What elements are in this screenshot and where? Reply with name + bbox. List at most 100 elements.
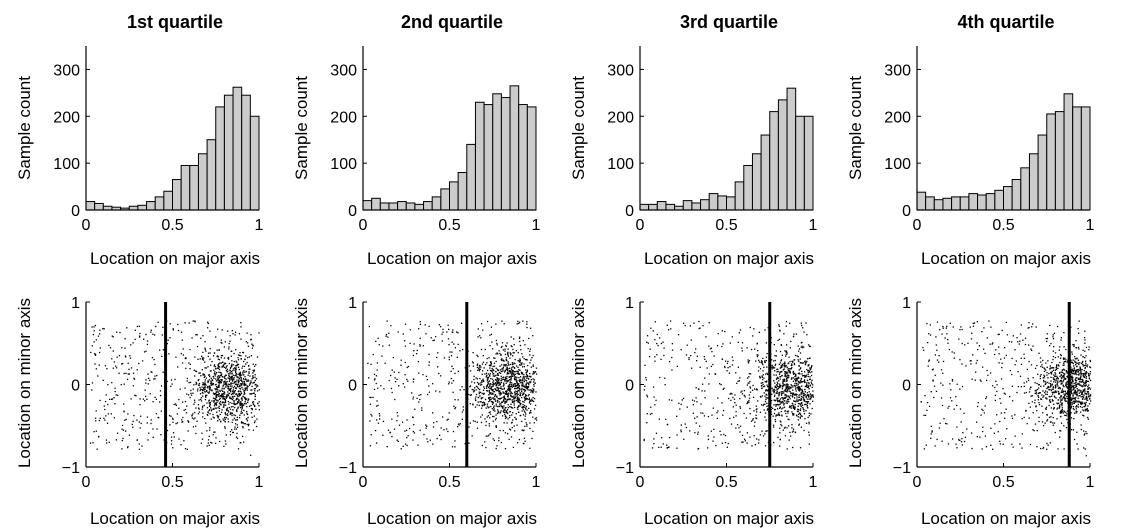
scatter-point: [481, 381, 483, 383]
scatter-point: [736, 382, 738, 385]
scatter-point: [1049, 368, 1051, 370]
scatter-point: [532, 364, 534, 366]
scatter-point: [779, 445, 781, 447]
scatter-point: [225, 434, 227, 436]
scatter-point: [220, 339, 223, 341]
scatter-point: [520, 380, 522, 382]
scatter-point: [1057, 367, 1059, 370]
scatter-point: [516, 398, 518, 400]
scatter-point: [774, 386, 776, 389]
scatter-point: [238, 354, 241, 357]
scatter-point: [741, 434, 744, 437]
scatter-point: [238, 381, 240, 383]
scatter-point: [227, 377, 229, 379]
scatter-point: [1062, 390, 1065, 392]
scatter-point: [933, 396, 935, 399]
scatter-point: [212, 413, 214, 416]
scatter-point: [652, 330, 654, 332]
scatter-point: [387, 429, 390, 431]
scatter-point: [228, 348, 230, 350]
scatter-point: [730, 392, 732, 395]
scatter-point: [469, 403, 471, 405]
scatter-point: [228, 375, 231, 378]
scatter-point: [1061, 408, 1063, 411]
scatter-point: [759, 434, 762, 436]
scatter-point: [1082, 365, 1084, 367]
scatter-point: [203, 374, 206, 376]
scatter-point: [495, 417, 497, 420]
scatter-point: [766, 409, 768, 411]
scatter-point: [781, 425, 783, 427]
scatter-point: [441, 340, 443, 342]
scatter-point: [723, 433, 725, 436]
scatter-point: [510, 392, 512, 394]
scatter-point: [244, 392, 246, 395]
scatter-point: [510, 374, 513, 376]
scatter-point: [517, 351, 519, 354]
scatter-point: [757, 354, 759, 356]
scatter-point: [231, 365, 233, 368]
scatter-point: [520, 371, 523, 373]
scatter-point: [1082, 395, 1084, 398]
scatter-point: [240, 355, 242, 357]
scatter-point: [522, 429, 524, 432]
scatter-point: [680, 431, 682, 433]
scatter-point: [177, 366, 179, 368]
scatter-point: [792, 428, 795, 430]
scatter-point: [232, 364, 235, 366]
scatter-point: [208, 435, 210, 438]
scatter-point: [980, 414, 982, 416]
scatter-point: [1025, 391, 1027, 394]
scatter-point: [712, 363, 714, 366]
scatter-point: [798, 399, 801, 401]
scatter-point: [199, 388, 202, 390]
scatter-point: [373, 379, 376, 381]
scatter-point: [472, 365, 475, 367]
scatter-point: [727, 360, 729, 363]
scatter-point: [800, 380, 802, 382]
scatter-point: [482, 389, 485, 391]
scatter-point: [1065, 411, 1067, 414]
scatter-point: [771, 407, 774, 409]
scatter-point: [1077, 377, 1079, 380]
scatter-point: [210, 370, 212, 372]
scatter-point: [220, 411, 223, 413]
scatter-point: [1043, 374, 1045, 376]
scatter-point: [782, 407, 784, 409]
scatter-point: [397, 415, 399, 417]
scatter-point: [521, 420, 523, 423]
scatter-point: [218, 440, 221, 443]
scatter-point: [1056, 418, 1058, 420]
scatter-point: [785, 383, 787, 386]
scatter-point: [479, 401, 481, 403]
scatter-point: [489, 367, 491, 369]
scatter-point: [668, 436, 671, 439]
scatter-point: [143, 338, 145, 340]
histogram-bar: [743, 164, 753, 211]
scatter-point: [779, 403, 781, 405]
scatter-point: [1004, 412, 1006, 414]
scatter-point: [232, 395, 234, 398]
scatter-point: [1081, 403, 1084, 405]
scatter-point: [211, 400, 213, 402]
scatter-point: [704, 390, 706, 392]
scatter-point: [250, 355, 253, 357]
scatter-point: [225, 396, 227, 398]
scatter-point: [214, 373, 216, 376]
scatter-point: [739, 406, 741, 408]
scatter-point: [498, 439, 500, 442]
scatter-point: [484, 403, 486, 405]
scatter-point: [804, 394, 807, 396]
scatter-point: [971, 447, 973, 450]
scatter-point: [241, 422, 243, 424]
scatter-point: [241, 435, 244, 438]
scatter-point: [151, 356, 154, 359]
scatter-point: [480, 366, 482, 368]
scatter-point: [113, 361, 116, 363]
scatter-point: [431, 412, 434, 414]
scatter-point: [517, 386, 519, 389]
scatter-point: [229, 367, 232, 369]
scatter-point: [235, 381, 237, 383]
scatter-point: [396, 412, 398, 414]
scatter-point: [241, 412, 243, 414]
